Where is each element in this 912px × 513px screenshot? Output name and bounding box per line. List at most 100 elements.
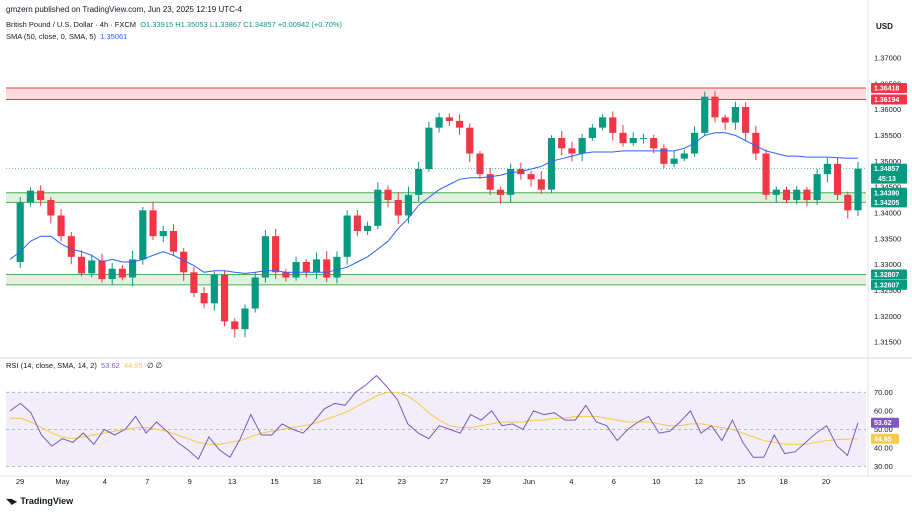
candle-body[interactable] — [292, 262, 300, 278]
candle-body[interactable] — [701, 96, 709, 133]
candle-body[interactable] — [200, 293, 208, 304]
candle-body[interactable] — [88, 260, 96, 274]
candle-body[interactable] — [210, 274, 218, 304]
candle-body[interactable] — [833, 163, 842, 195]
candle-body[interactable] — [47, 200, 55, 216]
candle-body[interactable] — [57, 215, 65, 237]
candle-body[interactable] — [660, 148, 668, 164]
candle-body[interactable] — [731, 107, 739, 123]
candle-body[interactable] — [466, 127, 474, 154]
candle-body[interactable] — [803, 189, 811, 200]
rsi-line[interactable] — [9, 374, 859, 460]
candle-body[interactable] — [169, 231, 178, 252]
zone-support-lower[interactable] — [6, 274, 866, 285]
rsi-ma-line[interactable] — [10, 391, 859, 445]
candle-body[interactable] — [333, 256, 341, 278]
tradingview-logo[interactable]: ◥▶ TradingView — [6, 496, 73, 506]
candle-body[interactable] — [568, 148, 576, 154]
candle-body[interactable] — [609, 117, 617, 133]
candle-body[interactable] — [813, 174, 821, 200]
candle-body[interactable] — [415, 169, 423, 195]
candle-body[interactable] — [394, 200, 402, 216]
candle-body[interactable] — [108, 268, 116, 280]
candle-body[interactable] — [26, 190, 35, 203]
candle-body[interactable] — [149, 210, 157, 237]
candle-body[interactable] — [16, 202, 24, 262]
candle-body[interactable] — [578, 138, 586, 154]
candle-body[interactable] — [139, 210, 147, 260]
candle-body[interactable] — [823, 163, 831, 175]
candle-body[interactable] — [404, 194, 413, 216]
candle-body[interactable] — [711, 96, 719, 118]
candle-body[interactable] — [241, 308, 249, 330]
price-badge[interactable] — [871, 187, 907, 198]
candle-body[interactable] — [67, 236, 75, 257]
candle-body[interactable] — [302, 262, 310, 273]
candle-body[interactable] — [619, 132, 627, 144]
symbol-title[interactable]: British Pound / U.S. Dollar · 4h · FXCM — [6, 20, 137, 29]
candle-body[interactable] — [261, 236, 269, 278]
price-pane[interactable] — [6, 87, 866, 338]
candle-body[interactable] — [364, 225, 372, 231]
candle-body[interactable] — [537, 179, 545, 190]
candle-body[interactable] — [558, 138, 566, 149]
candle-body[interactable] — [762, 153, 770, 195]
candle-body[interactable] — [272, 236, 280, 273]
candle-body[interactable] — [547, 138, 556, 190]
candle-body[interactable] — [588, 127, 596, 138]
rsi-ma-badge[interactable] — [871, 433, 899, 444]
rsi-legend[interactable]: RSI (14, close, SMA, 14, 2) 53.62 44.95 … — [6, 361, 162, 370]
candle-body[interactable] — [476, 153, 484, 175]
candle-body[interactable] — [159, 231, 167, 237]
candle-body[interactable] — [384, 189, 392, 200]
price-badge[interactable] — [871, 197, 907, 208]
zone-resistance[interactable] — [6, 87, 866, 100]
candle-body[interactable] — [527, 174, 535, 180]
candle-body[interactable] — [220, 274, 229, 322]
zone-support-upper[interactable] — [6, 192, 866, 203]
candle-body[interactable] — [844, 194, 852, 211]
candle-body[interactable] — [37, 190, 45, 200]
sma-line[interactable] — [9, 132, 859, 274]
candle-body[interactable] — [77, 256, 86, 274]
candle-body[interactable] — [312, 259, 321, 273]
candle-body[interactable] — [190, 272, 198, 293]
candle-body[interactable] — [629, 138, 637, 144]
candle-body[interactable] — [455, 120, 464, 128]
candle-body[interactable] — [782, 189, 791, 200]
price-badge[interactable] — [871, 279, 907, 290]
candle-body[interactable] — [721, 117, 729, 123]
candle-body[interactable] — [231, 321, 239, 330]
candle-body[interactable] — [772, 189, 780, 195]
price-badge[interactable] — [871, 82, 907, 93]
candle-body[interactable] — [425, 127, 433, 169]
candle-body[interactable] — [282, 272, 290, 278]
candle-body[interactable] — [435, 117, 443, 128]
candle-body[interactable] — [752, 132, 760, 154]
currency-label[interactable]: USD — [876, 22, 893, 31]
candle-body[interactable] — [98, 260, 106, 280]
ma-legend[interactable]: SMA (50, close, 0, SMA, 5) 1.35061 — [6, 32, 127, 41]
candle-body[interactable] — [323, 259, 331, 278]
candle-body[interactable] — [639, 138, 648, 139]
rsi-pane[interactable] — [6, 374, 866, 467]
candle-body[interactable] — [670, 158, 678, 164]
candle-body[interactable] — [343, 215, 351, 257]
candle-body[interactable] — [599, 117, 607, 128]
price-badge[interactable] — [871, 94, 907, 105]
candle-body[interactable] — [445, 117, 453, 121]
candle-body[interactable] — [650, 138, 658, 149]
candle-body[interactable] — [251, 277, 259, 309]
candle-body[interactable] — [129, 259, 137, 278]
candle-body[interactable] — [793, 189, 801, 200]
candle-body[interactable] — [374, 189, 382, 226]
candle-body[interactable] — [486, 174, 494, 190]
price-badge[interactable] — [871, 269, 907, 280]
candle-body[interactable] — [353, 215, 361, 232]
candle-body[interactable] — [118, 268, 126, 278]
rsi-badge[interactable] — [871, 417, 899, 428]
candle-body[interactable] — [496, 189, 504, 195]
price-badge[interactable] — [871, 163, 907, 184]
candle-body[interactable] — [680, 153, 688, 159]
